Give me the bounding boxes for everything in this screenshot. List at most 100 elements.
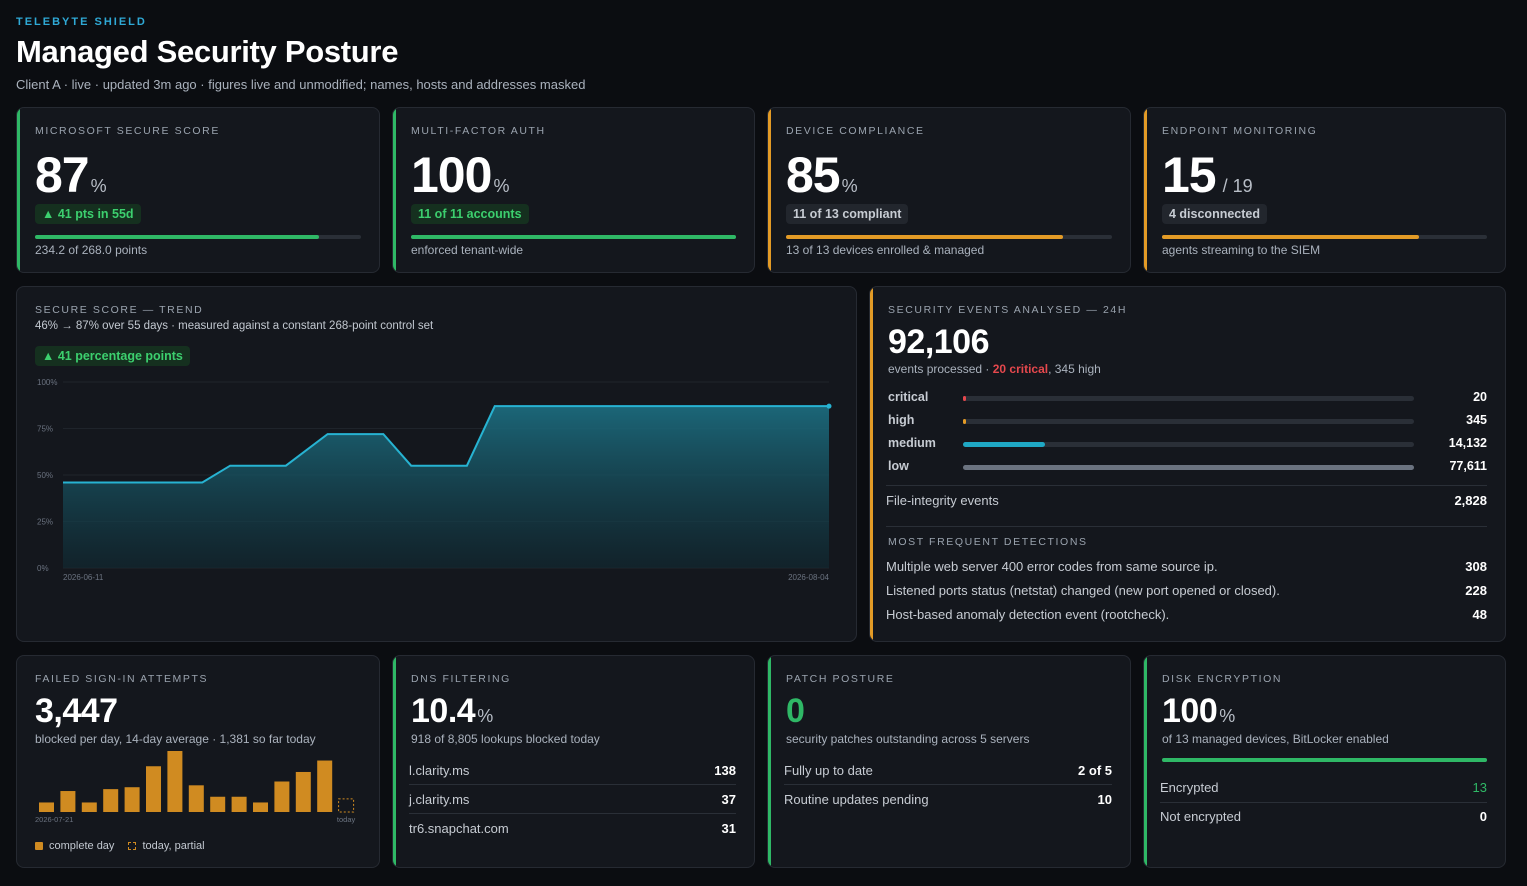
- signins-bar: [146, 766, 161, 812]
- kpi-card-mfa[interactable]: MULTI-FACTOR AUTH 100% 11 of 11 accounts…: [392, 107, 755, 273]
- severity-value: 345: [1466, 413, 1487, 427]
- kpi-unit: %: [493, 176, 510, 196]
- detection-count: 308: [1465, 558, 1487, 574]
- trend-line: [63, 405, 829, 484]
- detection-count: 48: [1472, 606, 1487, 622]
- kpi-progress-fill: [786, 235, 1064, 239]
- signins-bar-partial: [338, 798, 355, 813]
- severity-bar-track: [963, 396, 1414, 401]
- patch-posture-card[interactable]: PATCH POSTURE 0 security patches outstan…: [767, 655, 1131, 868]
- patch-row: Fully up to date 2 of 5: [784, 762, 1112, 778]
- kpi-footnote: enforced tenant-wide: [411, 243, 524, 257]
- signins-bar: [231, 796, 247, 812]
- kpi-unit: %: [90, 176, 107, 196]
- trend-ytick-label: 100%: [37, 378, 57, 387]
- kpi-progress-track: [1162, 235, 1487, 239]
- disk-value: 100%: [1162, 692, 1236, 730]
- events-subtitle: events processed · 20 critical, 345 high: [888, 362, 1101, 376]
- severity-value: 77,611: [1449, 459, 1487, 473]
- signins-bar: [295, 771, 311, 812]
- dns-value: 10.4%: [411, 692, 494, 730]
- patch-subtitle: security patches outstanding across 5 se…: [786, 732, 1030, 746]
- kpi-unit: %: [841, 176, 858, 196]
- trend-xtick-start: 2026-06-11: [63, 573, 104, 582]
- trend-badge: ▲ 41 percentage points: [35, 346, 190, 366]
- legend-complete-swatch: [35, 842, 43, 850]
- legend-partial-swatch: [128, 842, 137, 850]
- kpi-card-endpoint-monitoring[interactable]: ENDPOINT MONITORING 15 / 19 4 disconnect…: [1143, 107, 1506, 273]
- severity-bar-track: [963, 442, 1414, 447]
- kpi-progress-track: [35, 235, 361, 239]
- divider: [886, 485, 1487, 486]
- signins-xtick-start: 2026-07-21: [35, 815, 73, 824]
- kpi-card-device-compliance[interactable]: DEVICE COMPLIANCE 85% 11 of 13 compliant…: [767, 107, 1131, 273]
- disk-encryption-card[interactable]: DISK ENCRYPTION 100% of 13 managed devic…: [1143, 655, 1506, 868]
- divider: [409, 784, 736, 785]
- trend-xtick-end: 2026-08-04: [788, 573, 829, 582]
- trend-subtitle: 46% → 87% over 55 days · measured agains…: [35, 320, 434, 332]
- signins-bar: [81, 802, 97, 812]
- kpi-value: 87%: [35, 147, 107, 203]
- kpi-progress-fill: [411, 235, 736, 239]
- kpi-progress-fill: [1162, 235, 1419, 239]
- signins-bar: [253, 802, 268, 812]
- detection-row[interactable]: Listened ports status (netstat) changed …: [886, 578, 1487, 602]
- signins-bar: [274, 781, 290, 812]
- kpi-value: 85%: [786, 147, 858, 203]
- detection-row[interactable]: Multiple web server 400 error codes from…: [886, 554, 1487, 578]
- detection-row[interactable]: Host-based anomaly detection event (root…: [886, 602, 1487, 626]
- legend-complete-label: complete day: [49, 840, 115, 852]
- disk-row: Encrypted 13: [1160, 779, 1487, 795]
- failed-signins-card[interactable]: FAILED SIGN-IN ATTEMPTS 3,447 blocked pe…: [16, 655, 380, 868]
- severity-bar-fill: [963, 465, 1414, 470]
- signins-chart: 2026-07-21 today: [35, 751, 356, 824]
- patch-label: PATCH POSTURE: [786, 673, 895, 685]
- severity-bar-track: [963, 465, 1414, 470]
- dns-row[interactable]: tr6.snapchat.com 31: [409, 820, 736, 836]
- events-total: 92,106: [888, 323, 990, 361]
- severity-name: high: [888, 413, 915, 427]
- patch-row: Routine updates pending 10: [784, 791, 1112, 807]
- disk-subtitle: of 13 managed devices, BitLocker enabled: [1162, 732, 1389, 746]
- kpi-card-secure-score[interactable]: MICROSOFT SECURE SCORE 87% ▲ 41 pts in 5…: [16, 107, 380, 273]
- severity-name: low: [888, 459, 909, 473]
- severity-row-critical: critical 20: [888, 389, 1487, 407]
- kpi-footnote: 13 of 13 devices enrolled & managed: [786, 243, 985, 257]
- kpi-label: MULTI-FACTOR AUTH: [411, 125, 546, 137]
- severity-bar-fill: [963, 419, 966, 424]
- patch-value: 0: [786, 692, 805, 730]
- secure-score-trend-card[interactable]: SECURE SCORE — TREND 46% → 87% over 55 d…: [16, 286, 857, 642]
- detection-name: Listened ports status (netstat) changed …: [886, 582, 1280, 598]
- severity-bar-fill: [963, 396, 966, 401]
- kpi-badge: 11 of 13 compliant: [786, 204, 909, 224]
- severity-row-medium: medium 14,132: [888, 435, 1487, 453]
- signins-bar: [210, 796, 226, 812]
- events-critical-count: 20 critical: [992, 362, 1049, 376]
- signins-bar: [188, 785, 204, 812]
- severity-row-low: low 77,611: [888, 458, 1487, 476]
- kpi-badge: ▲ 41 pts in 55d: [35, 204, 141, 224]
- trend-ytick-label: 75%: [37, 425, 53, 434]
- kpi-badge: 4 disconnected: [1162, 204, 1267, 224]
- dns-row[interactable]: j.clarity.ms 37: [409, 791, 736, 807]
- severity-value: 14,132: [1448, 436, 1487, 450]
- security-events-card[interactable]: SECURITY EVENTS ANALYSED — 24H 92,106 ev…: [869, 286, 1506, 642]
- divider: [886, 526, 1487, 527]
- divider: [409, 813, 736, 814]
- detection-count: 228: [1465, 582, 1487, 598]
- kpi-progress-track: [411, 235, 736, 239]
- trend-label: SECURE SCORE — TREND: [35, 304, 204, 316]
- signins-bar: [317, 760, 333, 812]
- signins-bar: [39, 802, 54, 812]
- dns-filtering-card[interactable]: DNS FILTERING 10.4% 918 of 8,805 lookups…: [392, 655, 755, 868]
- dns-label: DNS FILTERING: [411, 673, 511, 685]
- disk-row: Not encrypted 0: [1160, 808, 1487, 824]
- signins-xtick-today: today: [337, 815, 356, 824]
- kpi-footnote: agents streaming to the SIEM: [1162, 243, 1321, 257]
- trend-latest-point: [826, 403, 832, 409]
- trend-ytick-label: 0%: [37, 564, 49, 573]
- dns-row[interactable]: l.clarity.ms 138: [409, 762, 736, 778]
- trend-chart: 100% 75% 50% 25% 0% 2026-06-11 2026-08-04: [37, 378, 832, 582]
- signins-bar: [167, 751, 183, 812]
- signins-legend: complete day today, partial: [35, 840, 205, 852]
